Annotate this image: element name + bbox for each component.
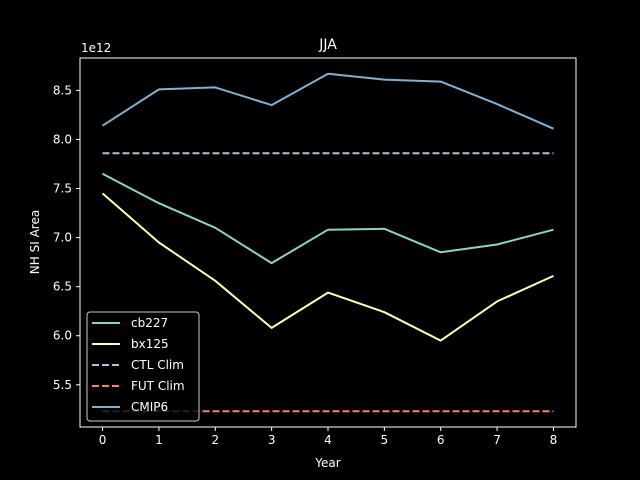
x-tick-label: 8 xyxy=(550,433,558,447)
x-tick-label: 1 xyxy=(155,433,163,447)
legend: cb227 bx125 CTL Clim FUT Clim CMIP6 xyxy=(86,311,200,422)
legend-label: FUT Clim xyxy=(131,379,185,393)
y-axis: 5.5 6.0 6.5 7.0 7.5 8.0 8.5 xyxy=(53,83,80,392)
x-tick-label: 7 xyxy=(493,433,501,447)
y-scale-label: 1e12 xyxy=(81,41,111,55)
x-tick-label: 3 xyxy=(268,433,276,447)
legend-label: CTL Clim xyxy=(131,358,184,372)
series-line-1 xyxy=(101,192,554,342)
legend-label: CMIP6 xyxy=(131,400,168,414)
x-axis: 0 1 2 3 4 5 6 7 8 xyxy=(99,427,558,447)
y-tick-label: 8.5 xyxy=(53,83,72,97)
chart-title: JJA xyxy=(318,37,337,53)
series-line-0 xyxy=(102,172,554,265)
x-tick-label: 4 xyxy=(324,433,332,447)
x-tick-label: 6 xyxy=(437,433,445,447)
y-tick-label: 7.5 xyxy=(53,182,72,196)
y-tick-label: 5.5 xyxy=(53,378,72,392)
y-axis-label: NH SI Area xyxy=(28,210,42,274)
x-tick-label: 5 xyxy=(381,433,389,447)
series-line-4 xyxy=(101,72,554,130)
legend-label: bx125 xyxy=(131,337,169,351)
y-tick-label: 7.0 xyxy=(53,231,72,245)
legend-label: cb227 xyxy=(131,316,168,330)
y-tick-label: 6.0 xyxy=(53,329,72,343)
y-tick-label: 8.0 xyxy=(53,132,72,146)
x-axis-label: Year xyxy=(314,456,340,470)
legend-box xyxy=(86,311,200,422)
x-tick-label: 2 xyxy=(211,433,219,447)
x-tick-label: 0 xyxy=(99,433,107,447)
y-tick-label: 6.5 xyxy=(53,280,72,294)
